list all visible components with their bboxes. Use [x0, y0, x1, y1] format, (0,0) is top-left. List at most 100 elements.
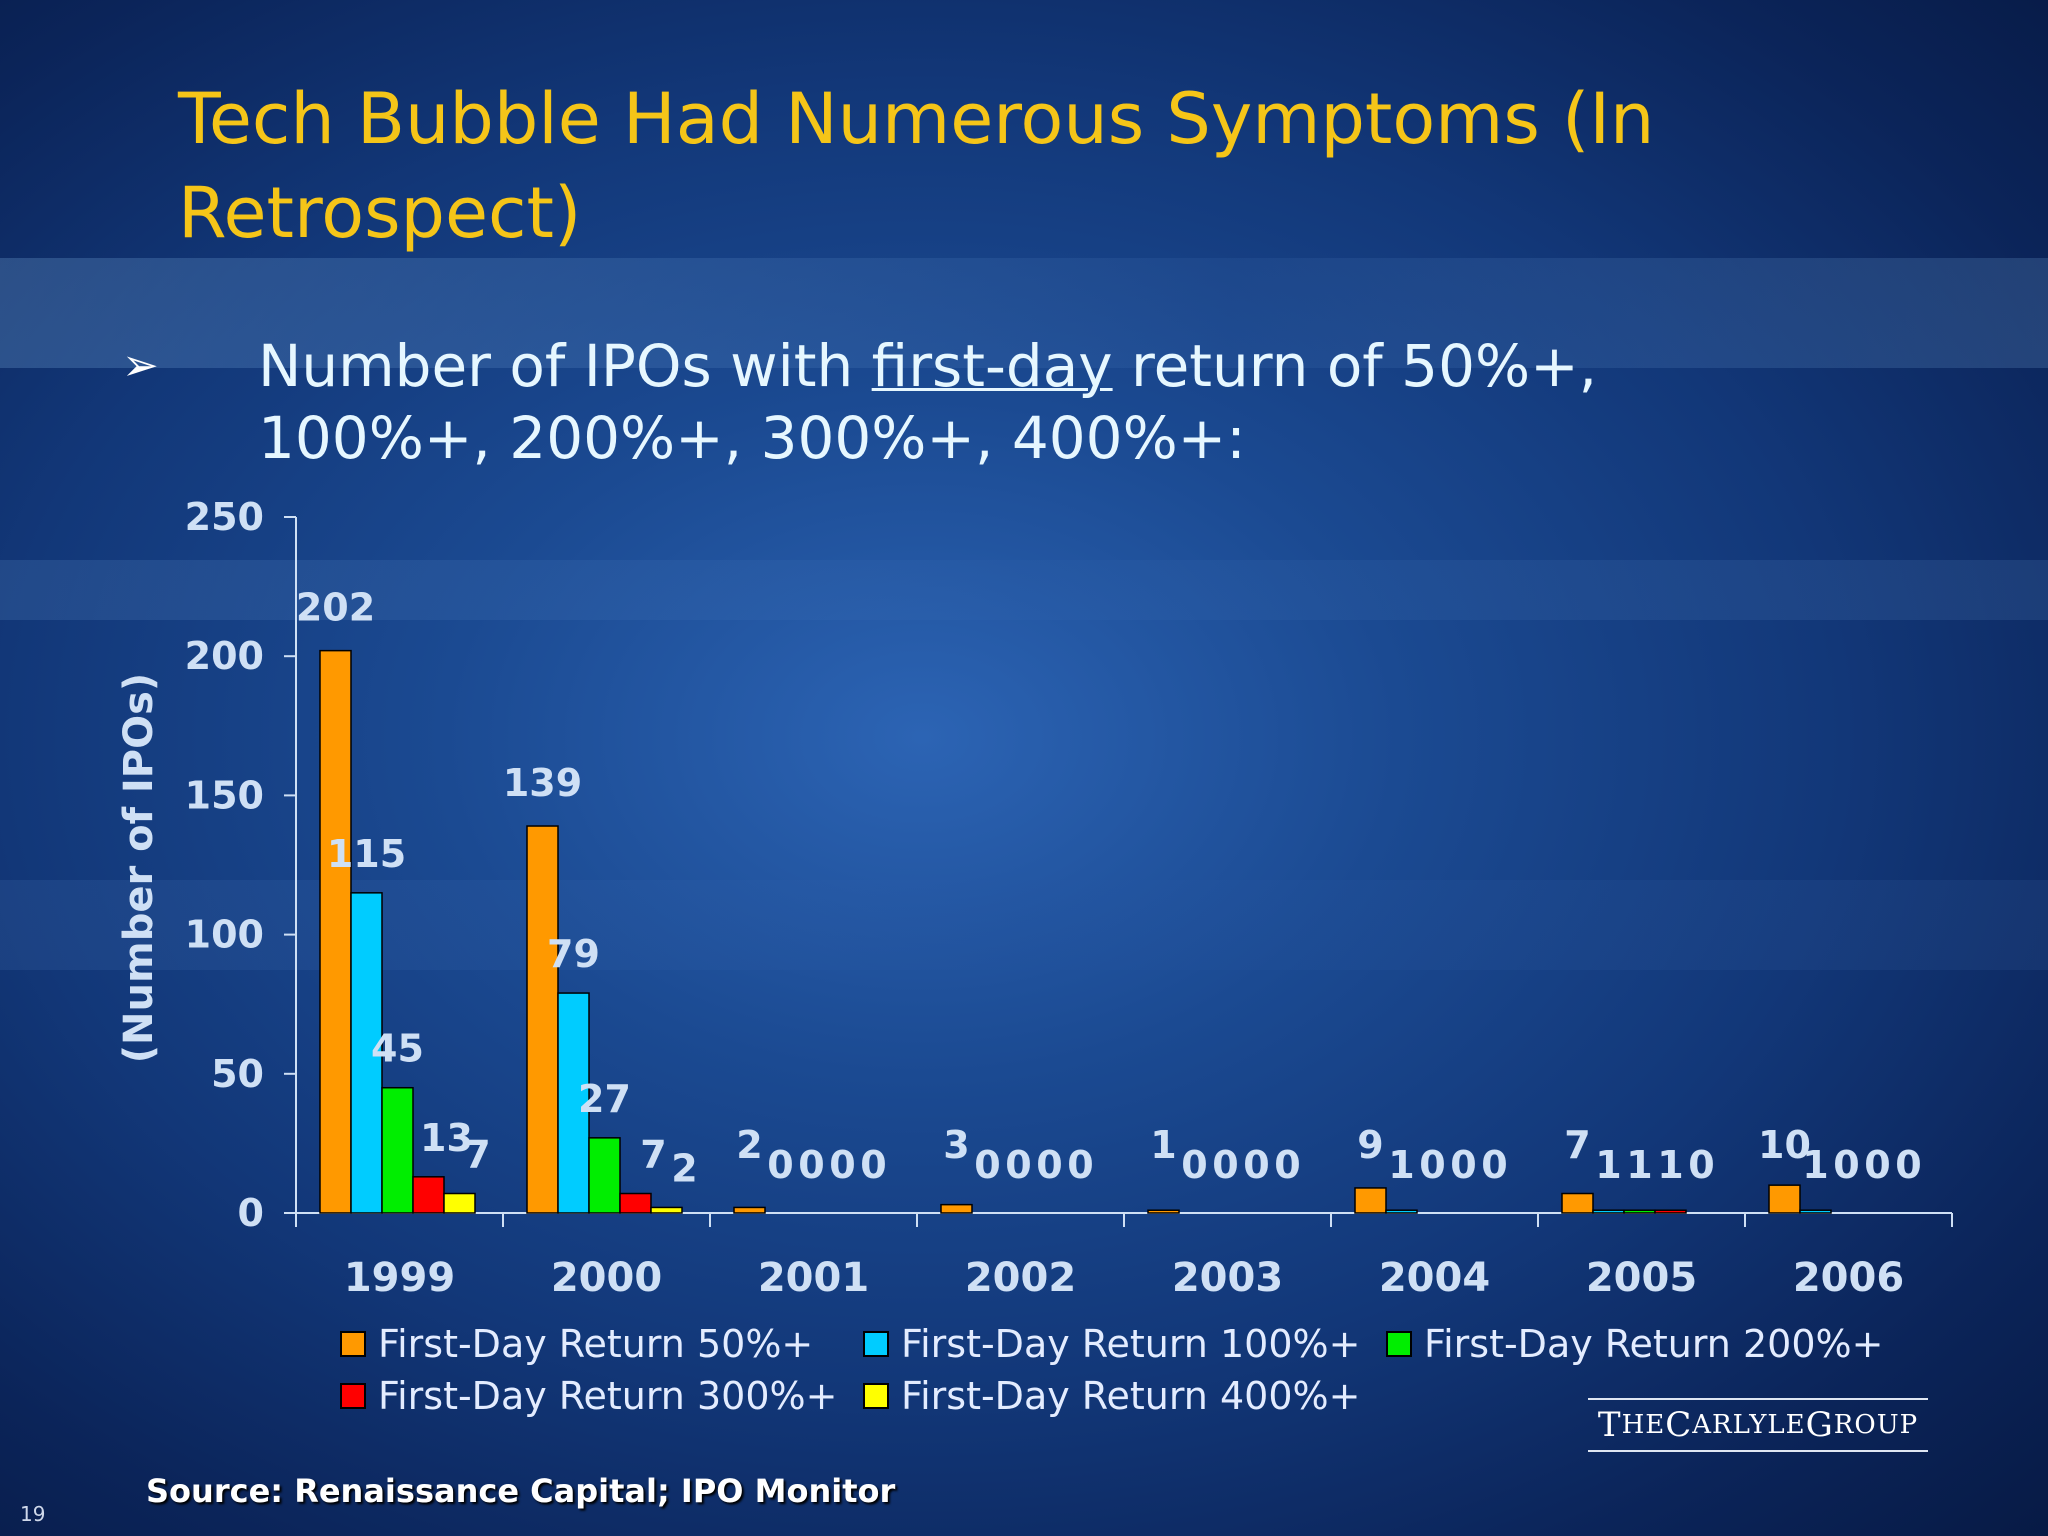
bar-value-label: 10: [1758, 1123, 1811, 1167]
bar-value-label: 1: [1657, 1143, 1683, 1187]
bar-value-label: 0: [1833, 1143, 1859, 1187]
bar: [1354, 1187, 1387, 1214]
bar-value-label: 0: [1895, 1143, 1921, 1187]
legend-swatch: [340, 1331, 366, 1357]
bar: [650, 1206, 683, 1214]
bar-value-label: 2: [671, 1146, 697, 1190]
y-tick-label: 50: [211, 1052, 264, 1096]
legend-item: First-Day Return 200%+: [1386, 1322, 1883, 1366]
page-number: 19: [20, 1502, 46, 1526]
x-tick-label: 2001: [758, 1255, 869, 1301]
bar-value-label: 9: [1357, 1123, 1383, 1167]
bar-value-label: 0: [1243, 1143, 1269, 1187]
bullet-arrow-icon: ➢: [122, 340, 159, 391]
bar: [412, 1176, 445, 1214]
bar-value-label: 0: [829, 1143, 855, 1187]
x-tick-label: 2000: [551, 1255, 662, 1301]
bar: [1561, 1192, 1594, 1214]
bar-value-label: 0: [1274, 1143, 1300, 1187]
bar-value-label: 0: [767, 1143, 793, 1187]
x-tick-label: 2003: [1172, 1255, 1283, 1301]
legend-swatch: [1386, 1331, 1412, 1357]
bar-value-label: 1: [1802, 1143, 1828, 1187]
bar-value-label: 13: [420, 1116, 473, 1160]
bar-value-label: 3: [943, 1123, 969, 1167]
bar: [1592, 1209, 1625, 1214]
legend-label: First-Day Return 400%+: [901, 1374, 1361, 1418]
bar-value-label: 1: [1595, 1143, 1621, 1187]
subtitle-text-after: return of 50%+, 100%+, 200%+, 300%+, 400…: [258, 332, 1598, 472]
bar: [940, 1203, 973, 1214]
bar: [619, 1192, 652, 1214]
bar-value-label: 2: [736, 1123, 762, 1167]
bar: [1385, 1209, 1418, 1214]
slide-subtitle: Number of IPOs with first-day return of …: [258, 330, 1818, 474]
legend-label: First-Day Return 300%+: [378, 1374, 838, 1418]
bar: [1654, 1209, 1687, 1214]
y-tick-label: 200: [185, 634, 264, 678]
carlyle-group-logo: T HE C ARLYLE G ROUP: [1588, 1398, 1928, 1452]
bar-value-label: 202: [296, 586, 375, 630]
bar-value-label: 27: [578, 1077, 631, 1121]
source-note: Source: Renaissance Capital; IPO Monitor: [146, 1472, 896, 1510]
bar-value-label: 0: [1067, 1143, 1093, 1187]
legend-swatch: [340, 1383, 366, 1409]
legend-item: First-Day Return 100%+: [863, 1322, 1360, 1366]
bar: [526, 825, 559, 1214]
bar: [588, 1137, 621, 1214]
bar: [1147, 1209, 1180, 1214]
bar-value-label: 0: [1181, 1143, 1207, 1187]
bar-value-label: 0: [1450, 1143, 1476, 1187]
legend-swatch: [863, 1383, 889, 1409]
bar-value-label: 0: [1481, 1143, 1507, 1187]
bar-value-label: 7: [640, 1133, 666, 1177]
bar-value-label: 1: [1626, 1143, 1652, 1187]
bar: [557, 992, 590, 1214]
bar-value-label: 139: [503, 761, 582, 805]
legend-swatch: [863, 1331, 889, 1357]
bar-value-label: 0: [1036, 1143, 1062, 1187]
x-tick-label: 2006: [1793, 1255, 1904, 1301]
subtitle-underlined-text: first-day: [871, 332, 1113, 400]
y-tick-label: 100: [185, 913, 264, 957]
bar-value-label: 0: [974, 1143, 1000, 1187]
bar: [733, 1206, 766, 1214]
y-tick-label: 250: [185, 495, 264, 539]
x-tick-label: 2002: [965, 1255, 1076, 1301]
y-tick-label: 0: [238, 1191, 264, 1235]
legend-label: First-Day Return 50%+: [378, 1322, 814, 1366]
bar-value-label: 0: [1419, 1143, 1445, 1187]
bar-value-label: 0: [1864, 1143, 1890, 1187]
bar: [381, 1086, 414, 1214]
legend-label: First-Day Return 100%+: [901, 1322, 1361, 1366]
bar-value-label: 7: [1564, 1123, 1590, 1167]
y-axis-title: (Number of IPOs): [116, 673, 162, 1063]
slide-title: Tech Bubble Had Numerous Symptoms (In Re…: [178, 78, 1655, 254]
subtitle-text-before: Number of IPOs with: [258, 332, 872, 400]
bar: [1768, 1184, 1801, 1214]
x-tick-label: 2005: [1586, 1255, 1697, 1301]
y-tick-label: 150: [185, 773, 264, 817]
bar: [443, 1192, 476, 1214]
bar-value-label: 1: [1150, 1123, 1176, 1167]
bar: [1623, 1209, 1656, 1214]
x-tick-label: 1999: [344, 1255, 455, 1301]
x-tick-label: 2004: [1379, 1255, 1490, 1301]
bar-value-label: 0: [798, 1143, 824, 1187]
legend-item: First-Day Return 300%+: [340, 1374, 837, 1418]
bar-value-label: 115: [327, 832, 406, 876]
bar: [350, 892, 383, 1214]
legend-item: First-Day Return 50%+: [340, 1322, 813, 1366]
bar-value-label: 45: [371, 1027, 424, 1071]
bar-value-label: 79: [547, 932, 600, 976]
bar: [1799, 1209, 1832, 1214]
bar-value-label: 7: [464, 1133, 490, 1177]
bar-value-label: 0: [1005, 1143, 1031, 1187]
legend-label: First-Day Return 200%+: [1424, 1322, 1884, 1366]
bar-value-label: 0: [1212, 1143, 1238, 1187]
legend-item: First-Day Return 400%+: [863, 1374, 1360, 1418]
bar-value-label: 1: [1388, 1143, 1414, 1187]
bar-value-label: 0: [860, 1143, 886, 1187]
bar-value-label: 0: [1688, 1143, 1714, 1187]
